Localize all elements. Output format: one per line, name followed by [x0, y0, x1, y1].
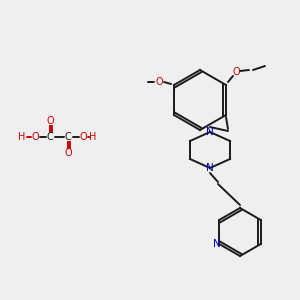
Text: H: H — [18, 132, 26, 142]
Text: O: O — [155, 77, 163, 87]
Text: H: H — [89, 132, 97, 142]
Text: O: O — [232, 67, 240, 77]
Text: O: O — [79, 132, 87, 142]
Text: N: N — [206, 127, 214, 137]
Text: C: C — [46, 132, 53, 142]
Text: O: O — [46, 116, 54, 126]
Text: O: O — [64, 148, 72, 158]
Text: N: N — [206, 163, 214, 173]
Text: C: C — [64, 132, 71, 142]
Text: N: N — [213, 239, 221, 249]
Text: O: O — [31, 132, 39, 142]
